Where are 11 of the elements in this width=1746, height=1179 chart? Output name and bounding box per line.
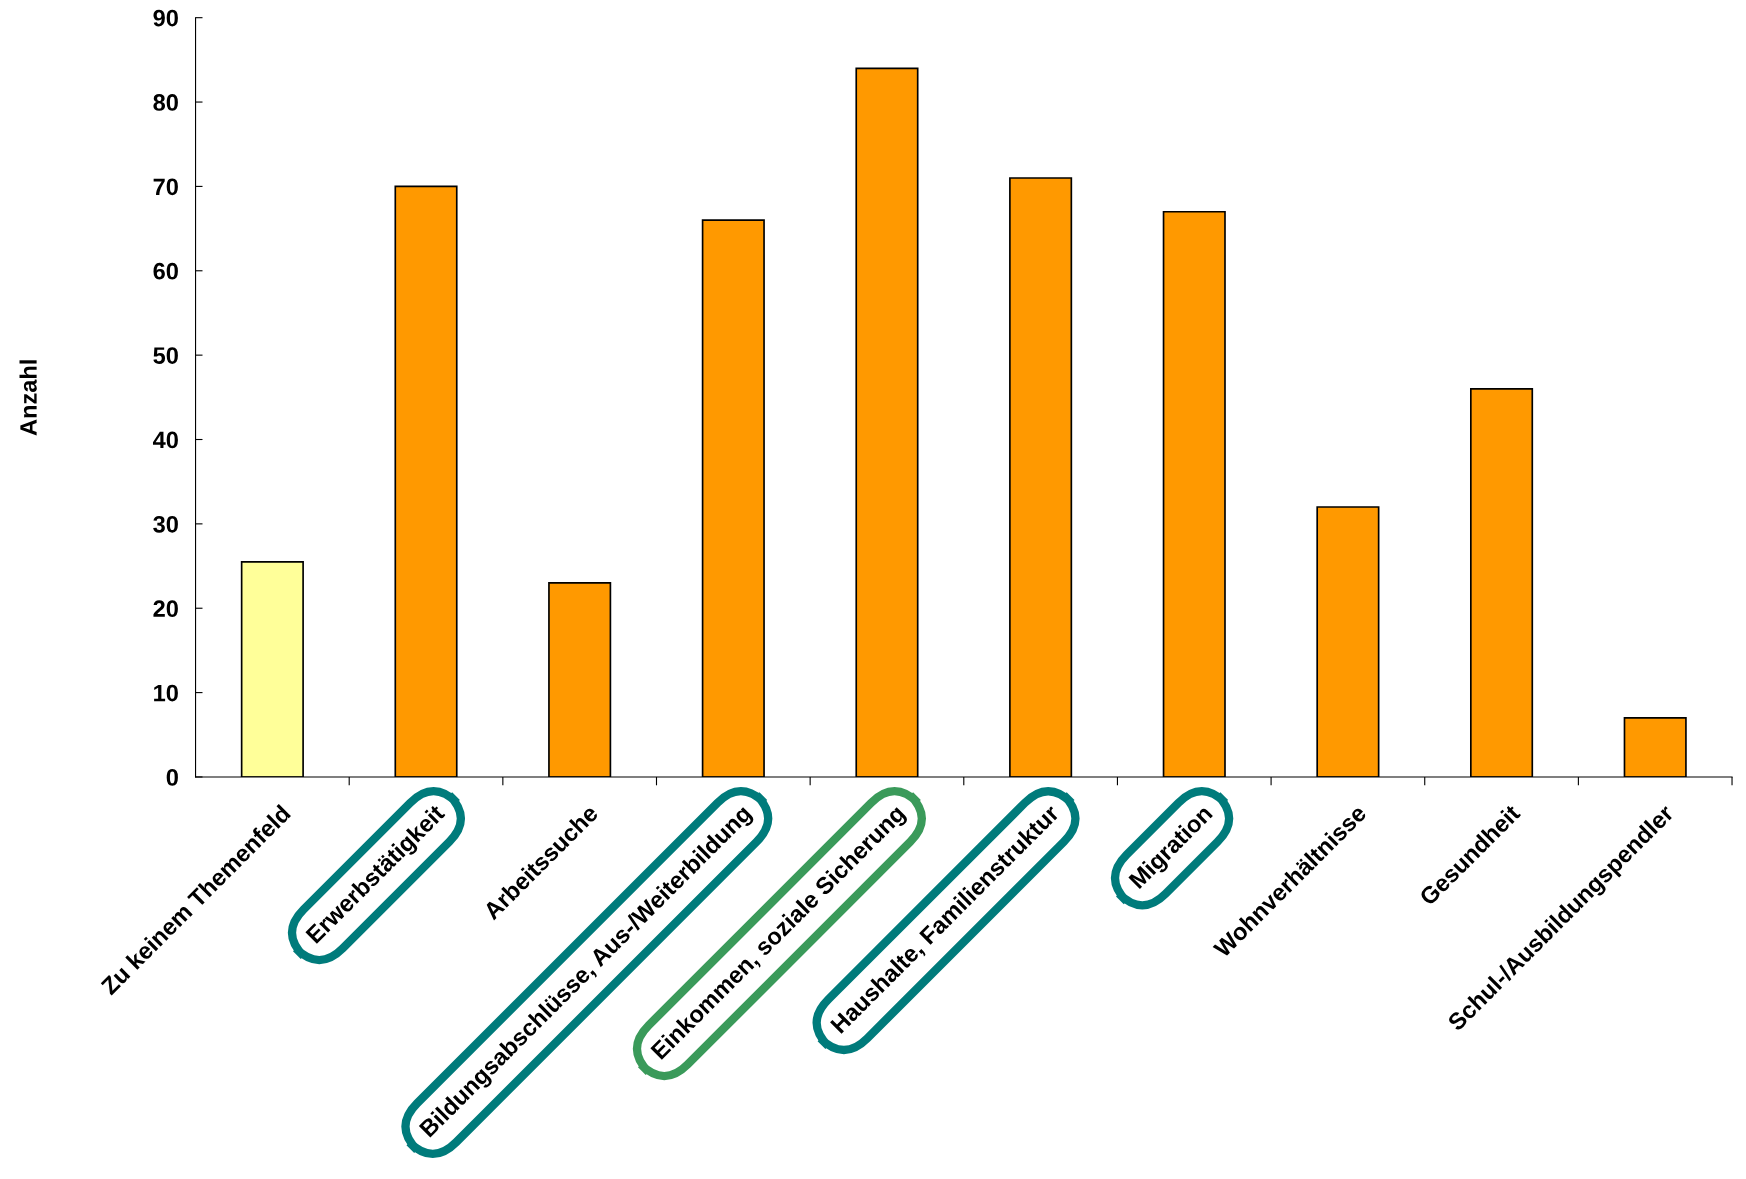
y-tick-label: 60	[153, 262, 178, 280]
y-tick-label: 70	[153, 178, 178, 196]
y-tick-label: 20	[153, 600, 178, 618]
y-axis-title: Anzahl	[19, 360, 37, 436]
y-tick-label: 0	[166, 769, 178, 786]
y-tick-label: 50	[153, 347, 178, 364]
y-tick-label: 30	[153, 515, 178, 533]
y-tick-label: 90	[153, 9, 178, 27]
y-tick-label: 10	[154, 684, 178, 702]
y-tick-label: 40	[152, 431, 178, 449]
y-tick-label: 80	[153, 94, 178, 111]
